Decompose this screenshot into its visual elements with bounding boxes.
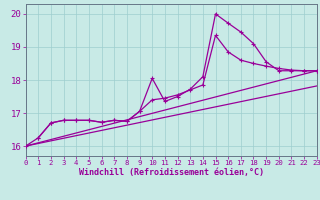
X-axis label: Windchill (Refroidissement éolien,°C): Windchill (Refroidissement éolien,°C) xyxy=(79,168,264,177)
